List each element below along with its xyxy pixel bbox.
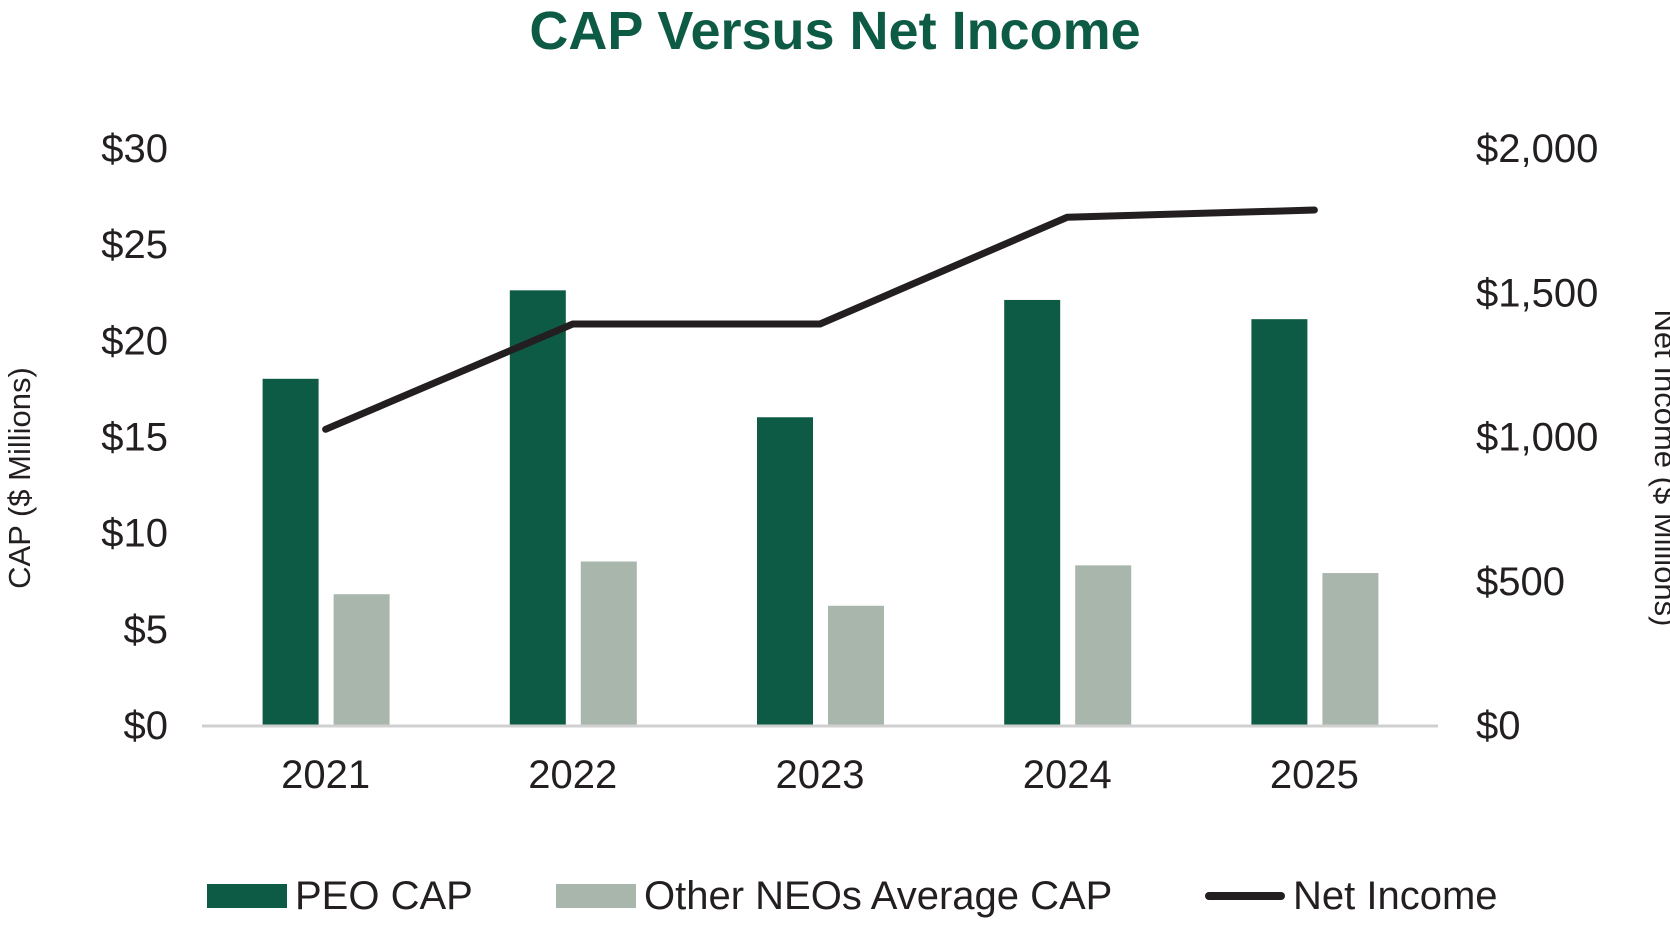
- x-tick-label: 2023: [776, 753, 865, 797]
- left-tick-label: $20: [101, 319, 168, 363]
- left-axis-title: CAP ($ Millions): [2, 367, 37, 589]
- left-tick-label: $10: [101, 512, 168, 556]
- legend-swatch-net-income: [1205, 892, 1285, 900]
- x-axis-ticks: 2021 2022 2023 2024 2025: [281, 753, 1359, 797]
- legend-item-peo-cap: PEO CAP: [207, 866, 473, 926]
- other-neos-bar: [333, 594, 390, 725]
- peo-cap-bar: [757, 417, 813, 725]
- peo-cap-bar: [1004, 299, 1061, 725]
- other-neos-bar: [1322, 573, 1379, 725]
- other-neos-bar: [828, 605, 884, 725]
- legend-label-net-income: Net Income: [1293, 874, 1498, 918]
- x-tick-label: 2021: [281, 753, 370, 797]
- legend-item-net-income: Net Income: [1205, 866, 1498, 926]
- legend-swatch-peo-cap: [207, 884, 287, 908]
- bars-group: [262, 290, 1379, 725]
- peo-cap-bar: [1251, 319, 1308, 725]
- peo-cap-bar: [262, 378, 319, 725]
- right-tick-label: $1,500: [1476, 271, 1598, 315]
- x-tick-label: 2022: [528, 753, 617, 797]
- chart-area: $0 $5 $10 $15 $20 $25 $30 $0 $500 $1,000 $1,500 $2…: [2, 127, 1670, 797]
- right-tick-label: $500: [1476, 560, 1565, 604]
- left-tick-label: $15: [101, 416, 168, 460]
- x-tick-label: 2024: [1023, 753, 1112, 797]
- left-tick-label: $30: [101, 127, 168, 171]
- legend-swatch-other-neos: [556, 884, 636, 908]
- legend: PEO CAP Other NEOs Average CAP Net Incom…: [0, 866, 1670, 926]
- net-income-line: [322, 206, 1318, 433]
- legend-label-other-neos: Other NEOs Average CAP: [644, 874, 1113, 918]
- left-tick-label: $25: [101, 223, 168, 267]
- chart-title: CAP Versus Net Income: [529, 1, 1141, 61]
- legend-label-peo-cap: PEO CAP: [295, 874, 473, 918]
- left-tick-label: $5: [124, 608, 169, 652]
- right-axis-ticks: $0 $500 $1,000 $1,500 $2,000: [1476, 127, 1598, 748]
- other-neos-bar: [1075, 565, 1132, 725]
- right-tick-label: $2,000: [1476, 127, 1598, 171]
- right-tick-label: $1,000: [1476, 416, 1598, 460]
- other-neos-bar: [580, 561, 637, 725]
- left-axis-ticks: $0 $5 $10 $15 $20 $25 $30: [101, 127, 168, 748]
- left-tick-label: $0: [124, 704, 169, 748]
- right-axis-title: Net Income ($ Millions): [1648, 310, 1670, 627]
- peo-cap-bar: [509, 290, 566, 725]
- right-tick-label: $0: [1476, 704, 1521, 748]
- legend-item-other-neos: Other NEOs Average CAP: [556, 866, 1112, 926]
- x-tick-label: 2025: [1270, 753, 1359, 797]
